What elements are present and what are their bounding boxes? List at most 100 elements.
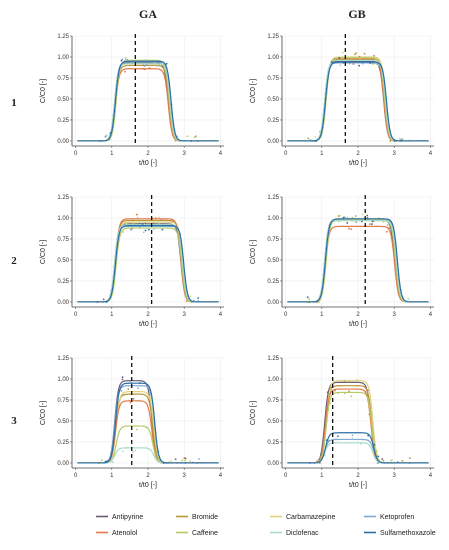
x-tick-label: 3 bbox=[393, 473, 397, 479]
x-tick-label: 1 bbox=[320, 151, 324, 157]
data-point-diclofenac bbox=[316, 459, 319, 462]
data-point-sulfamethoxazole bbox=[109, 132, 112, 135]
data-point-antipyrine bbox=[371, 223, 373, 225]
data-point-sulfamethoxazole bbox=[105, 301, 108, 303]
data-point-diclofenac bbox=[121, 450, 124, 453]
x-tick-label: 4 bbox=[219, 473, 223, 479]
series-line-sulfamethoxazole bbox=[77, 382, 219, 464]
data-point-diclofenac bbox=[351, 437, 354, 440]
data-point-sulfamethoxazole bbox=[337, 435, 339, 438]
x-axis-label: t/t0 [-] bbox=[349, 321, 367, 328]
data-point-atenolol bbox=[160, 219, 163, 221]
data-point-ketoprofen bbox=[327, 439, 330, 442]
data-point-diclofenac bbox=[112, 461, 114, 464]
y-tick-label: 0.25 bbox=[267, 118, 279, 124]
data-point-sulfamethoxazole bbox=[396, 461, 399, 464]
data-point-caffeine bbox=[186, 135, 189, 138]
column-header-gb: GB bbox=[348, 7, 365, 21]
y-tick-label: 0.50 bbox=[57, 258, 69, 264]
data-point-atenolol bbox=[124, 70, 126, 73]
data-point-atenolol bbox=[154, 217, 157, 220]
data-point-sulfamethoxazole bbox=[197, 297, 200, 300]
y-axis-label: C/C0 [-] bbox=[250, 79, 257, 103]
y-tick-label: 1.00 bbox=[57, 216, 69, 222]
data-point-caffeine bbox=[132, 222, 135, 225]
y-tick-label: 0.25 bbox=[57, 118, 69, 124]
data-point-caffeine bbox=[359, 57, 361, 60]
data-point-diclofenac bbox=[327, 68, 330, 71]
x-tick-label: 4 bbox=[429, 312, 433, 318]
y-tick-label: 0.25 bbox=[267, 279, 279, 285]
data-point-carbamazepine bbox=[189, 460, 191, 463]
y-tick-label: 1.25 bbox=[267, 34, 279, 40]
data-point-caffeine bbox=[367, 397, 370, 400]
y-tick-label: 0.00 bbox=[267, 139, 279, 145]
legend-item-sulfamethoxazole: Sulfamethoxazole bbox=[364, 530, 436, 537]
data-point-diclofenac bbox=[145, 227, 147, 230]
data-point-atenolol bbox=[132, 397, 135, 400]
data-point-atenolol bbox=[363, 52, 366, 55]
data-point-diclofenac bbox=[157, 222, 160, 224]
legend-label: Atenolol bbox=[112, 530, 138, 537]
x-axis-label: t/t0 [-] bbox=[139, 321, 157, 328]
y-axis-label: C/C0 [-] bbox=[40, 79, 47, 103]
data-point-sulfamethoxazole bbox=[373, 443, 376, 446]
data-point-sulfamethoxazole bbox=[371, 220, 374, 223]
legend-label: Antipyrine bbox=[112, 514, 143, 521]
data-point-sulfamethoxazole bbox=[138, 382, 141, 385]
y-tick-label: 1.25 bbox=[57, 356, 69, 362]
data-point-sulfamethoxazole bbox=[96, 301, 99, 303]
x-tick-label: 4 bbox=[219, 151, 223, 157]
x-tick-label: 4 bbox=[219, 312, 223, 318]
panel-ga-3: 0.00 0.25 0.50 0.75 1.00 1.25 0 1 2 3 4 t/t0 [-] C/C… bbox=[40, 356, 224, 489]
data-point-caffeine bbox=[181, 459, 184, 462]
panel-gb-2: 0.00 0.25 0.50 0.75 1.00 1.25 0 1 2 3 4 t/t0 [-] C/C… bbox=[250, 195, 434, 328]
data-point-sulfamethoxazole bbox=[130, 382, 133, 384]
y-tick-label: 0.50 bbox=[267, 258, 279, 264]
x-tick-label: 0 bbox=[284, 151, 288, 157]
data-point-caffeine bbox=[184, 459, 186, 462]
data-point-sulfamethoxazole bbox=[338, 57, 341, 59]
data-point-diclofenac bbox=[359, 442, 362, 445]
x-tick-label: 0 bbox=[74, 312, 78, 318]
data-point-diclofenac bbox=[157, 63, 160, 66]
data-point-ketoprofen bbox=[197, 299, 200, 302]
y-tick-label: 0.50 bbox=[57, 97, 69, 103]
legend-label: Diclofenac bbox=[286, 530, 319, 537]
data-point-antipyrine bbox=[358, 64, 361, 67]
legend-label: Caffeine bbox=[192, 530, 218, 537]
data-point-bromide bbox=[408, 457, 411, 459]
y-tick-label: 0.00 bbox=[57, 300, 69, 306]
data-point-ketoprofen bbox=[129, 380, 131, 383]
data-point-bromide bbox=[123, 394, 125, 396]
y-tick-label: 0.25 bbox=[267, 440, 279, 446]
data-point-antipyrine bbox=[326, 391, 329, 394]
data-point-sulfamethoxazole bbox=[346, 222, 349, 224]
x-tick-label: 0 bbox=[74, 473, 78, 479]
x-tick-label: 4 bbox=[429, 473, 433, 479]
panel-ga-1: 0.00 0.25 0.50 0.75 1.00 1.25 0 1 2 3 4 t/t0 [-] C/C… bbox=[40, 34, 224, 167]
data-point-diclofenac bbox=[121, 224, 124, 227]
data-point-caffeine bbox=[145, 426, 148, 429]
y-tick-label: 0.00 bbox=[267, 461, 279, 467]
data-point-ketoprofen bbox=[376, 462, 379, 464]
data-point-sulfamethoxazole bbox=[144, 229, 147, 232]
legend-label: Ketoprofen bbox=[380, 514, 414, 521]
y-tick-label: 1.00 bbox=[57, 377, 69, 383]
x-tick-label: 2 bbox=[356, 151, 360, 157]
data-point-caffeine bbox=[329, 402, 331, 405]
x-tick-label: 0 bbox=[74, 151, 78, 157]
data-point-atenolol bbox=[385, 230, 388, 233]
panel-gb-3: 0.00 0.25 0.50 0.75 1.00 1.25 0 1 2 3 4 t/t0 [-] C/C… bbox=[250, 356, 434, 489]
x-tick-label: 4 bbox=[429, 151, 433, 157]
x-tick-label: 0 bbox=[284, 312, 288, 318]
y-axis-label: C/C0 [-] bbox=[250, 401, 257, 425]
data-point-diclofenac bbox=[124, 58, 127, 61]
y-tick-label: 0.75 bbox=[267, 76, 279, 82]
data-point-ketoprofen bbox=[351, 434, 354, 437]
x-axis-label: t/t0 [-] bbox=[349, 160, 367, 167]
x-tick-label: 2 bbox=[356, 473, 360, 479]
y-tick-label: 1.00 bbox=[57, 55, 69, 61]
data-point-sulfamethoxazole bbox=[120, 59, 123, 62]
data-point-caffeine bbox=[122, 231, 125, 233]
